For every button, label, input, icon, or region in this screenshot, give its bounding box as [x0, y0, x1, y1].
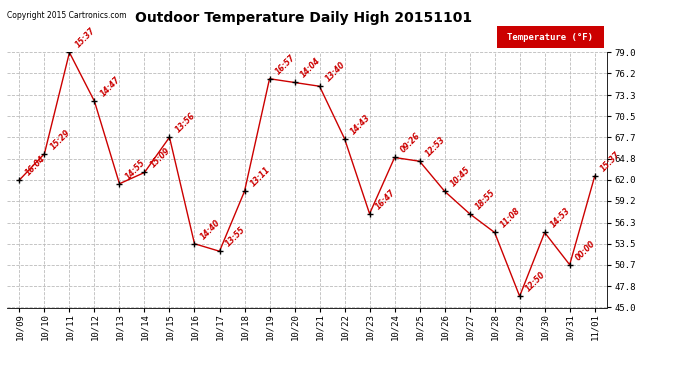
Text: 14:47: 14:47 — [99, 75, 122, 99]
Text: 16:47: 16:47 — [374, 188, 397, 211]
Text: 14:53: 14:53 — [549, 206, 572, 230]
Text: Temperature (°F): Temperature (°F) — [507, 33, 593, 42]
Text: 13:40: 13:40 — [324, 60, 347, 84]
Text: 16:04: 16:04 — [23, 154, 47, 177]
Text: 13:11: 13:11 — [248, 165, 272, 189]
Text: 14:55: 14:55 — [124, 158, 147, 181]
Text: 11:08: 11:08 — [499, 206, 522, 230]
Text: 14:40: 14:40 — [199, 217, 222, 241]
Text: 09:26: 09:26 — [399, 131, 422, 155]
Text: 15:37: 15:37 — [74, 26, 97, 50]
Text: 13:55: 13:55 — [224, 225, 247, 249]
Text: 16:57: 16:57 — [274, 53, 297, 76]
Text: 10:45: 10:45 — [448, 165, 472, 189]
Text: 00:00: 00:00 — [574, 238, 597, 262]
Text: 12:50: 12:50 — [524, 270, 547, 294]
Text: 14:04: 14:04 — [299, 56, 322, 80]
Text: 15:09: 15:09 — [148, 146, 172, 170]
Text: 14:43: 14:43 — [348, 112, 372, 136]
Text: 15:37: 15:37 — [599, 150, 622, 174]
Text: 12:53: 12:53 — [424, 135, 447, 159]
Text: 13:56: 13:56 — [174, 111, 197, 135]
Text: 18:55: 18:55 — [474, 188, 497, 211]
Text: 15:29: 15:29 — [48, 128, 72, 151]
Text: Copyright 2015 Cartronics.com: Copyright 2015 Cartronics.com — [7, 11, 126, 20]
Text: Outdoor Temperature Daily High 20151101: Outdoor Temperature Daily High 20151101 — [135, 11, 472, 25]
